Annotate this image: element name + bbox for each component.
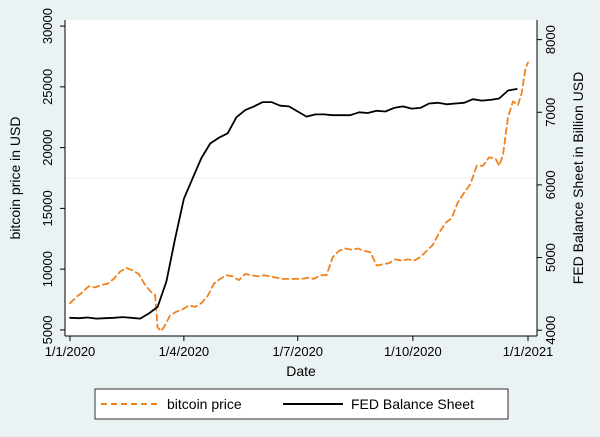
series-layer (69, 61, 529, 333)
left-tick-label: 10000 (40, 251, 55, 287)
x-axis-title: Date (286, 363, 316, 379)
left-tick-label: 30000 (40, 8, 55, 44)
left-tick-label: 15000 (40, 190, 55, 226)
x-tick-label: 1/1/2020 (45, 344, 96, 359)
x-tick-label: 1/4/2020 (159, 344, 210, 359)
x-tick-label: 1/7/2020 (272, 344, 323, 359)
left-tick-label: 20000 (40, 130, 55, 166)
legend: bitcoin price FED Balance Sheet (94, 388, 509, 420)
left-tick-label: 5000 (40, 315, 55, 344)
series-line-fed-balance-sheet (69, 88, 518, 320)
right-tick-label: 6000 (543, 170, 558, 199)
right-tick-label: 7000 (543, 98, 558, 127)
left-ticks: 5000 10000 15000 20000 25000 30000 (40, 8, 65, 344)
x-tick-label: 1/1/2021 (503, 344, 554, 359)
right-tick-label: 8000 (543, 25, 558, 54)
right-axis-title: FED Balance Sheet in Billion USD (570, 72, 586, 284)
left-tick-label: 25000 (40, 69, 55, 105)
right-tick-label: 4000 (543, 316, 558, 345)
right-tick-label: 5000 (543, 243, 558, 272)
left-axis-title: bitcoin price in USD (7, 117, 23, 240)
right-ticks: 4000 5000 6000 7000 8000 (537, 25, 558, 345)
legend-label-fed-balance-sheet: FED Balance Sheet (351, 396, 474, 412)
x-tick-label: 1/10/2020 (384, 344, 442, 359)
x-ticks: 1/1/2020 1/4/2020 1/7/2020 1/10/2020 1/1/202… (45, 336, 554, 359)
legend-label-bitcoin-price: bitcoin price (167, 396, 242, 412)
series-line-bitcoin-price (69, 61, 529, 333)
